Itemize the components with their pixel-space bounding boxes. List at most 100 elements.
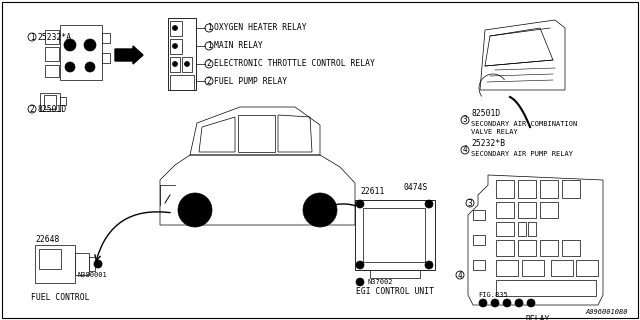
Circle shape — [94, 260, 102, 268]
Text: N380001: N380001 — [77, 272, 107, 278]
Text: 0474S: 0474S — [403, 183, 428, 193]
Circle shape — [178, 193, 212, 227]
Bar — [540, 240, 558, 256]
Bar — [102, 33, 110, 43]
Text: 82501D: 82501D — [471, 109, 500, 118]
Text: 82501D: 82501D — [37, 105, 67, 114]
Bar — [35, 245, 75, 283]
Bar — [170, 21, 182, 36]
Bar — [496, 180, 514, 198]
Circle shape — [425, 200, 433, 208]
Bar — [496, 222, 514, 236]
Bar — [102, 53, 110, 63]
Bar — [528, 222, 536, 236]
Text: EGI CONTROL UNIT: EGI CONTROL UNIT — [356, 287, 434, 297]
Text: 1: 1 — [207, 42, 211, 51]
Circle shape — [527, 299, 535, 307]
Bar — [45, 47, 59, 61]
Bar — [45, 65, 59, 77]
Bar — [60, 25, 102, 80]
Circle shape — [356, 261, 364, 269]
Bar — [496, 202, 514, 218]
Text: 4: 4 — [458, 270, 462, 279]
Bar — [182, 57, 192, 72]
Text: 1: 1 — [29, 33, 35, 42]
Bar — [562, 240, 580, 256]
Bar — [355, 200, 435, 270]
Bar — [576, 260, 598, 276]
Circle shape — [303, 193, 337, 227]
Bar — [44, 95, 56, 109]
Circle shape — [479, 299, 487, 307]
Text: 25232*B: 25232*B — [471, 140, 505, 148]
Circle shape — [425, 261, 433, 269]
Bar — [496, 260, 518, 276]
Bar — [518, 202, 536, 218]
Bar — [170, 57, 180, 72]
Bar — [496, 240, 514, 256]
Bar — [473, 235, 485, 245]
Circle shape — [173, 61, 177, 67]
Text: FUEL CONTROL: FUEL CONTROL — [31, 292, 89, 301]
Circle shape — [65, 62, 75, 72]
Circle shape — [64, 39, 76, 51]
Bar — [540, 202, 558, 218]
Text: 22611: 22611 — [360, 188, 385, 196]
Bar — [518, 240, 536, 256]
Bar — [60, 97, 66, 105]
Circle shape — [356, 278, 364, 286]
Bar — [540, 180, 558, 198]
Bar — [496, 280, 596, 296]
Text: 3: 3 — [463, 116, 467, 124]
Text: 3: 3 — [468, 198, 472, 207]
Circle shape — [356, 200, 364, 208]
Bar — [89, 257, 95, 271]
Text: OXYGEN HEATER RELAY: OXYGEN HEATER RELAY — [214, 23, 307, 33]
Text: N37002: N37002 — [367, 279, 392, 285]
Circle shape — [173, 26, 177, 30]
Bar — [518, 180, 536, 198]
Text: A096001080: A096001080 — [586, 309, 628, 315]
Text: ELECTRONIC THROTTLE CONTROL RELAY: ELECTRONIC THROTTLE CONTROL RELAY — [214, 60, 375, 68]
Circle shape — [503, 299, 511, 307]
Bar — [170, 75, 194, 90]
Bar — [562, 180, 580, 198]
Text: 2: 2 — [29, 105, 35, 114]
Text: 4: 4 — [463, 146, 467, 155]
Text: 2: 2 — [207, 60, 211, 68]
Bar — [39, 249, 61, 269]
Text: SECONDARY AIR COMBINATION: SECONDARY AIR COMBINATION — [471, 121, 577, 127]
Bar — [518, 222, 526, 236]
Circle shape — [184, 61, 189, 67]
Circle shape — [491, 299, 499, 307]
Circle shape — [311, 201, 329, 219]
Text: 22648: 22648 — [35, 236, 60, 244]
Bar — [473, 260, 485, 270]
Text: SECONDARY AIR PUMP RELAY: SECONDARY AIR PUMP RELAY — [471, 151, 573, 157]
Text: RELAY: RELAY — [526, 316, 550, 320]
Bar — [75, 253, 89, 275]
FancyArrow shape — [115, 46, 143, 64]
Bar — [551, 260, 573, 276]
Bar — [45, 30, 59, 44]
Bar — [370, 270, 420, 278]
Bar — [168, 18, 196, 90]
Bar — [363, 208, 425, 262]
Circle shape — [173, 44, 177, 49]
Circle shape — [186, 201, 204, 219]
Text: FUEL PUMP RELAY: FUEL PUMP RELAY — [214, 76, 287, 85]
Circle shape — [515, 299, 523, 307]
Text: MAIN RELAY: MAIN RELAY — [214, 42, 263, 51]
Bar — [40, 93, 60, 111]
Circle shape — [192, 207, 198, 213]
Circle shape — [317, 207, 323, 213]
Text: 2: 2 — [207, 76, 211, 85]
Bar — [170, 39, 182, 54]
Text: 25232*A: 25232*A — [37, 33, 71, 42]
Text: FIG.835: FIG.835 — [478, 292, 508, 298]
Text: 1: 1 — [207, 23, 211, 33]
Circle shape — [85, 62, 95, 72]
Bar — [522, 260, 544, 276]
Text: VALVE RELAY: VALVE RELAY — [471, 129, 518, 135]
Bar — [473, 210, 485, 220]
